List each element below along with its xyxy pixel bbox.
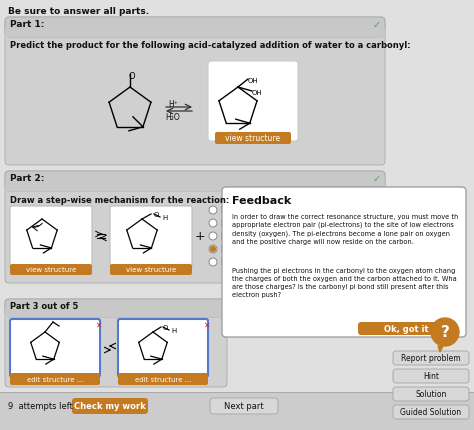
Text: O: O: [163, 324, 168, 330]
Circle shape: [209, 258, 217, 266]
Text: H⁺: H⁺: [168, 100, 178, 109]
Circle shape: [431, 318, 459, 346]
Text: edit structure ...: edit structure ...: [27, 376, 83, 382]
FancyBboxPatch shape: [358, 322, 454, 335]
FancyBboxPatch shape: [10, 373, 100, 385]
FancyBboxPatch shape: [5, 18, 385, 166]
Text: F⁻: F⁻: [220, 258, 228, 267]
Text: O: O: [128, 72, 135, 81]
Text: view structure: view structure: [26, 267, 76, 273]
FancyBboxPatch shape: [393, 351, 469, 365]
Bar: [5, 184, 385, 191]
Bar: [0, 392, 474, 430]
Text: edit structure ...: edit structure ...: [135, 376, 191, 382]
FancyBboxPatch shape: [118, 373, 208, 385]
Text: ✕: ✕: [95, 320, 101, 329]
Text: 9  attempts left: 9 attempts left: [8, 402, 73, 411]
Bar: [0, 392, 474, 393]
FancyBboxPatch shape: [222, 187, 466, 337]
FancyBboxPatch shape: [72, 398, 148, 414]
FancyBboxPatch shape: [10, 264, 92, 275]
Circle shape: [209, 246, 217, 253]
FancyBboxPatch shape: [393, 405, 469, 419]
Text: +: +: [195, 230, 205, 243]
Text: H: H: [162, 215, 167, 221]
FancyBboxPatch shape: [5, 299, 227, 317]
Circle shape: [209, 233, 217, 240]
FancyBboxPatch shape: [5, 299, 227, 387]
FancyBboxPatch shape: [208, 62, 298, 141]
FancyBboxPatch shape: [215, 133, 291, 144]
FancyBboxPatch shape: [5, 18, 385, 38]
Text: Feedback: Feedback: [232, 196, 291, 206]
Text: H₃O⁺: H₃O⁺: [220, 206, 239, 215]
Text: Guided Solution: Guided Solution: [401, 408, 462, 417]
FancyBboxPatch shape: [5, 172, 385, 283]
Text: Draw a step-wise mechanism for the reaction:: Draw a step-wise mechanism for the react…: [10, 196, 229, 205]
Text: Pushing the pi electrons in the carbonyl to the oxygen atom chang
the charges of: Pushing the pi electrons in the carbonyl…: [232, 267, 457, 297]
Text: O: O: [154, 212, 159, 218]
Text: Be sure to answer all parts.: Be sure to answer all parts.: [8, 7, 149, 16]
Text: OH: OH: [252, 90, 263, 96]
Text: ✓: ✓: [373, 20, 381, 30]
FancyBboxPatch shape: [10, 319, 100, 377]
Text: Ok, got it: Ok, got it: [383, 324, 428, 333]
Text: ✓: ✓: [373, 174, 381, 184]
Text: In order to draw the correct resonance structure, you must move th
appropriate e: In order to draw the correct resonance s…: [232, 214, 458, 244]
Text: view structure: view structure: [226, 134, 281, 143]
FancyBboxPatch shape: [118, 319, 208, 377]
Text: ?: ?: [440, 325, 449, 340]
Text: H₂O: H₂O: [165, 113, 181, 122]
FancyBboxPatch shape: [110, 264, 192, 275]
Text: Part 3 out of 5: Part 3 out of 5: [10, 301, 78, 310]
Text: HF: HF: [220, 219, 230, 228]
Text: H: H: [171, 327, 176, 333]
Circle shape: [209, 206, 217, 215]
Bar: [5, 309, 227, 317]
Polygon shape: [438, 346, 443, 352]
Circle shape: [210, 247, 216, 252]
Text: view structure: view structure: [126, 267, 176, 273]
FancyBboxPatch shape: [5, 172, 385, 191]
Text: OH: OH: [248, 78, 259, 84]
Text: Solution: Solution: [415, 390, 447, 399]
Circle shape: [209, 219, 217, 227]
Text: HO⁻: HO⁻: [220, 232, 236, 241]
Text: Hint: Hint: [423, 372, 439, 381]
FancyBboxPatch shape: [210, 398, 278, 414]
Bar: [5, 30, 385, 38]
Text: Report problem: Report problem: [401, 354, 461, 362]
Text: ✕: ✕: [203, 320, 209, 329]
FancyBboxPatch shape: [110, 206, 192, 268]
Text: H₂O: H₂O: [220, 245, 235, 254]
Text: Check my work: Check my work: [74, 402, 146, 411]
Text: Part 1:: Part 1:: [10, 20, 45, 29]
Text: Part 2:: Part 2:: [10, 174, 45, 183]
FancyBboxPatch shape: [393, 387, 469, 401]
FancyBboxPatch shape: [10, 206, 92, 268]
Text: Next part: Next part: [224, 402, 264, 411]
Text: Predict the product for the following acid-catalyzed addition of water to a carb: Predict the product for the following ac…: [10, 41, 410, 50]
FancyBboxPatch shape: [393, 369, 469, 383]
